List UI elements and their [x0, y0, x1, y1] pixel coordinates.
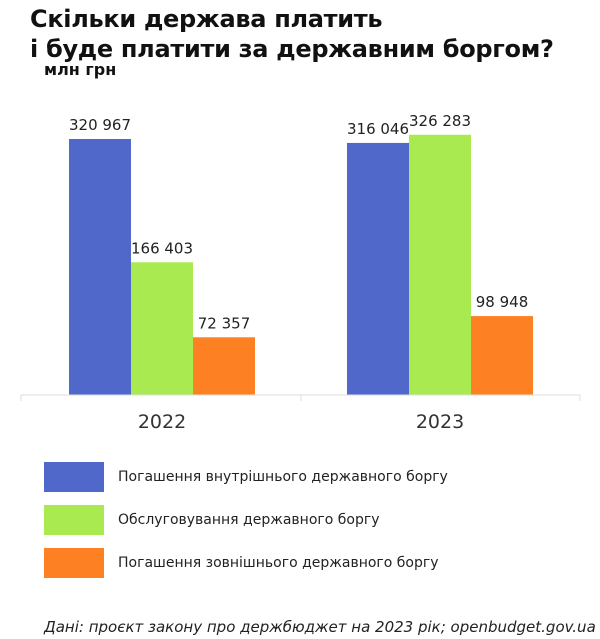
bar: [69, 139, 131, 395]
legend-item: Обслуговування державного боргу: [44, 505, 448, 535]
data-label: 72 357: [198, 314, 251, 332]
legend-label: Погашення внутрішнього державного боргу: [118, 469, 448, 485]
chart-title: Скільки держава платить і буде платити з…: [30, 4, 554, 64]
bar: [131, 262, 193, 395]
bar: [471, 316, 533, 395]
bar: [347, 142, 409, 395]
data-label: 316 046: [347, 120, 409, 138]
data-label: 320 967: [69, 116, 131, 134]
legend-swatch: [44, 548, 104, 578]
legend-item: Погашення зовнішнього державного боргу: [44, 548, 448, 578]
bar: [409, 134, 471, 395]
data-label: 326 283: [409, 112, 471, 130]
legend-label: Погашення зовнішнього державного боргу: [118, 555, 439, 571]
legend: Погашення внутрішнього державного боргу …: [44, 462, 448, 591]
legend-swatch: [44, 462, 104, 492]
data-label: 98 948: [476, 293, 529, 311]
bar-chart: 320 967 316 046 166 403 326 283 72 357 98 948…: [20, 112, 581, 433]
x-tick-label: 2023: [416, 411, 464, 433]
legend-label: Обслуговування державного боргу: [118, 512, 380, 528]
bar: [193, 337, 255, 395]
source-note: Дані: проєкт закону про держбюджет на 20…: [44, 618, 596, 636]
legend-item: Погашення внутрішнього державного боргу: [44, 462, 448, 492]
data-label: 166 403: [131, 239, 193, 257]
title-line-1: Скільки держава платить: [30, 5, 383, 33]
title-line-2: і буде платити за державним боргом?: [30, 35, 554, 63]
legend-swatch: [44, 505, 104, 535]
x-tick-label: 2022: [138, 411, 186, 433]
chart-subtitle: млн грн: [44, 60, 117, 79]
